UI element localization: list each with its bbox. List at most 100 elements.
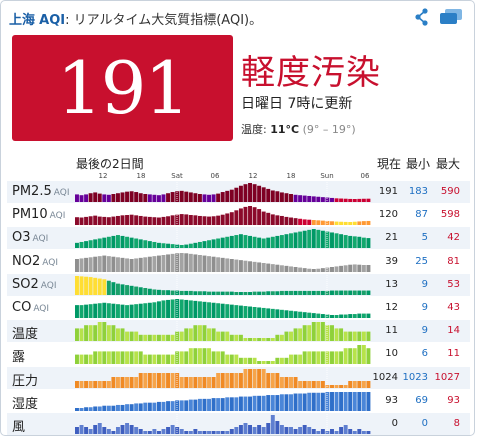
chart-row[interactable]: 露 10 6 11 xyxy=(7,343,470,365)
sparkline-bar xyxy=(147,431,152,434)
chart-row[interactable]: SO2 AQI 13 9 53 xyxy=(7,273,470,296)
chart-row[interactable]: O3 AQI 21 5 42 xyxy=(7,227,470,250)
sparkline-bar xyxy=(266,338,271,342)
metric-name: 風 xyxy=(12,420,26,435)
sparkline-bar xyxy=(88,429,93,434)
sparkline-bar xyxy=(220,238,225,249)
chart-row[interactable]: PM10 AQI 120 87 598 xyxy=(7,204,470,226)
sparkline-bar xyxy=(125,351,130,365)
aqi-label: AQI xyxy=(39,13,66,28)
sparkline-bar xyxy=(125,331,130,342)
cards-icon[interactable] xyxy=(438,7,464,27)
sparkline-bar xyxy=(302,380,307,388)
sparkline-bar xyxy=(307,380,312,388)
sparkline-bar xyxy=(320,290,325,295)
sparkline-bar xyxy=(320,380,325,388)
sparkline-bar xyxy=(120,376,125,388)
sparkline-bar xyxy=(75,354,79,365)
sparkline-bar xyxy=(343,384,348,388)
sparkline-bar xyxy=(106,217,111,226)
chart-title: 最後の2日間 xyxy=(76,157,144,171)
sparkline-bar xyxy=(361,313,366,318)
sparkline-bar xyxy=(234,235,239,249)
sparkline-bar xyxy=(179,290,184,295)
chart-row[interactable]: 風 0 0 8 xyxy=(7,413,470,435)
chart-row[interactable]: 圧力 1024 1023 1027 xyxy=(7,366,470,389)
sparkline-bar xyxy=(152,372,157,388)
sparkline-bar xyxy=(330,290,334,295)
sparkline-bar xyxy=(216,238,221,249)
sparkline-bar xyxy=(348,429,353,434)
sparkline-bar xyxy=(111,325,116,342)
sparkline-bar xyxy=(111,431,116,434)
sparkline-bar xyxy=(248,358,252,365)
value-now: 11 xyxy=(385,325,398,337)
sparkline-bar xyxy=(270,190,275,202)
metric-unit: AQI xyxy=(33,304,50,314)
sparkline-bar xyxy=(279,334,284,342)
sparkline-bar xyxy=(93,380,98,388)
value-now: 10 xyxy=(385,348,398,360)
sparkline-bar xyxy=(275,264,280,272)
sparkline-bar xyxy=(129,376,134,388)
value-max: 42 xyxy=(447,232,460,244)
sparkline-bar xyxy=(184,191,189,202)
sparkline-bar xyxy=(115,404,120,411)
sparkline-bar xyxy=(188,376,193,388)
sparkline-bar xyxy=(115,376,120,388)
sparkline-bar xyxy=(325,351,330,365)
sparkline-bar xyxy=(307,230,312,249)
sparkline-bar xyxy=(125,376,130,388)
chart-row[interactable]: 温度 11 9 14 xyxy=(7,320,470,343)
share-icon[interactable] xyxy=(414,7,430,27)
sparkline-bar xyxy=(129,425,134,434)
city-name[interactable]: 上海 xyxy=(9,13,36,28)
sparkline-bar xyxy=(79,195,84,202)
chart-row[interactable]: CO AQI 12 9 43 xyxy=(7,297,470,319)
sparkline-bar xyxy=(216,351,221,365)
sparkline-bar xyxy=(311,290,316,295)
sparkline-bar xyxy=(243,207,248,226)
sparkline-bar xyxy=(79,242,84,249)
sparkline-bar xyxy=(84,407,89,411)
sparkline-bar xyxy=(207,431,212,434)
sparkline-bar xyxy=(211,239,216,249)
chart-row[interactable]: 湿度 93 69 93 xyxy=(7,390,470,412)
sparkline-bar xyxy=(166,193,171,202)
chart-row[interactable]: PM2.5 AQI 191 183 590 xyxy=(7,181,470,203)
sparkline-bar xyxy=(248,183,252,202)
sparkline-bar xyxy=(325,431,330,434)
sparkline-bar xyxy=(143,256,148,272)
sparkline-bar xyxy=(229,304,234,318)
sparkline-bar xyxy=(307,312,312,318)
sparkline-bar xyxy=(348,331,353,342)
sparkline-bar xyxy=(366,198,371,202)
value-max: 8 xyxy=(453,418,460,429)
sparkline-bar xyxy=(207,302,212,318)
chart-row[interactable]: NO2 AQI 39 25 81 xyxy=(7,251,470,273)
sparkline-bar xyxy=(257,238,262,249)
sparkline-bar xyxy=(97,423,102,434)
value-min: 69 xyxy=(415,394,428,406)
sparkline-bar xyxy=(298,427,303,434)
sparkline-bar xyxy=(134,376,139,388)
sparkline-bar xyxy=(193,254,198,272)
sparkline-bar xyxy=(234,427,239,434)
sparkline xyxy=(75,182,371,202)
sparkline-bar xyxy=(184,431,189,434)
sparkline-bar xyxy=(361,380,366,388)
sparkline-bar xyxy=(161,254,166,272)
sparkline-bar xyxy=(106,429,111,434)
metric-name: PM10 AQI xyxy=(12,207,66,223)
sparkline-bar xyxy=(302,290,307,295)
sparkline-bar xyxy=(152,429,157,434)
sparkline-bar xyxy=(188,253,193,272)
sparkline-bar xyxy=(111,351,116,365)
sparkline-bar xyxy=(270,237,275,249)
sparkline-bar xyxy=(211,351,216,365)
sparkline-bar xyxy=(229,236,234,249)
sparkline-bar xyxy=(207,348,212,365)
sparkline-bar xyxy=(229,334,234,342)
sparkline-bar xyxy=(325,221,330,226)
